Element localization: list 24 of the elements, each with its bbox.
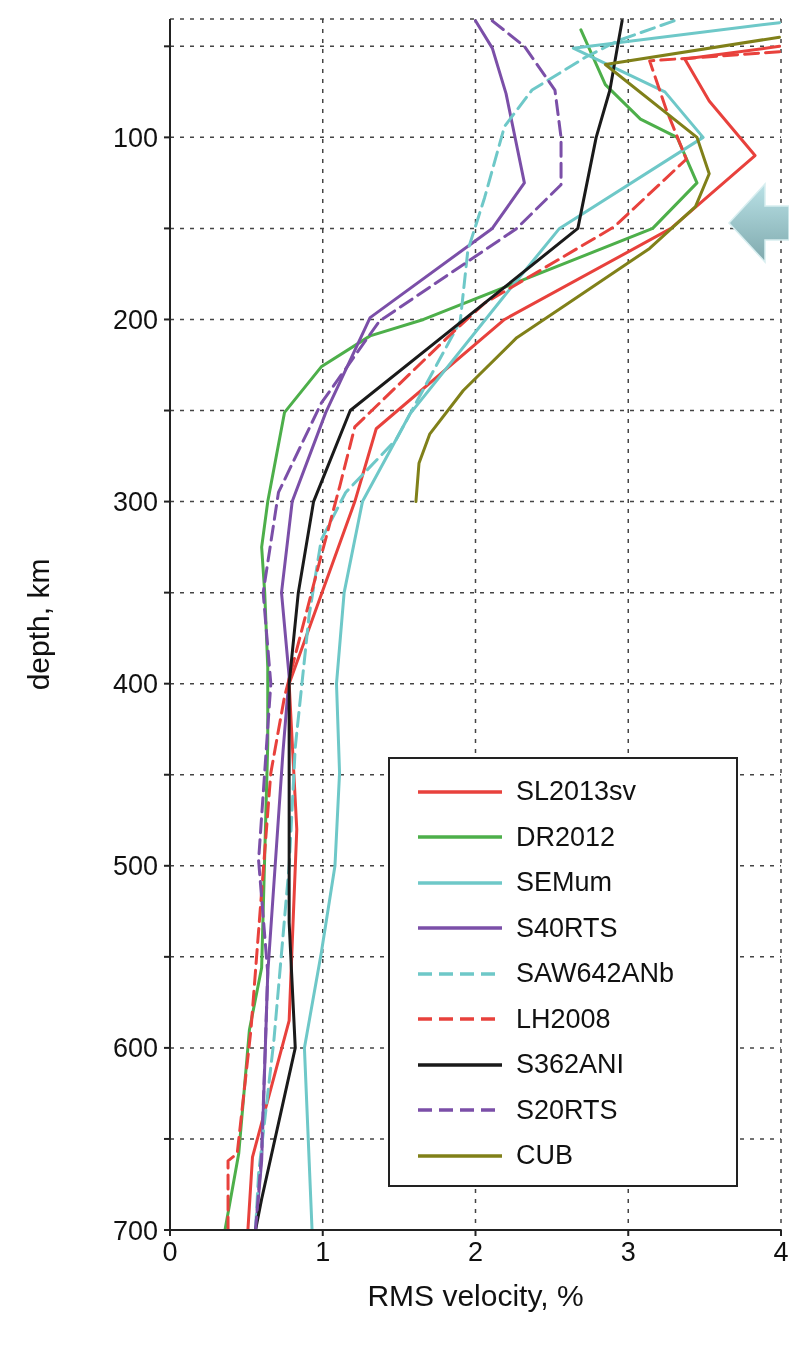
y-tick-label: 100 [112, 122, 158, 153]
legend-label: CUB [516, 1140, 574, 1172]
y-tick-label: 600 [112, 1033, 158, 1064]
line-series [414, 35, 781, 504]
x-tick-label: 1 [315, 1237, 331, 1268]
y-tick-label: 700 [112, 1215, 158, 1246]
legend-label: LH2008 [516, 1003, 611, 1035]
y-tick-label: 200 [112, 305, 158, 336]
legend-label: SEMum [516, 867, 613, 899]
x-tick-label: 0 [162, 1237, 178, 1268]
y-tick-label: 500 [112, 851, 158, 882]
x-axis-title: RMS velocity, % [367, 1279, 584, 1312]
y-tick-label: 400 [112, 669, 158, 700]
legend-label: S20RTS [516, 1094, 618, 1126]
x-tick-label: 4 [773, 1237, 789, 1268]
y-axis-title: depth, km [21, 558, 55, 691]
x-tick-label: 3 [620, 1237, 636, 1268]
legend-label: S362ANI [516, 1049, 625, 1081]
legend-label: S40RTS [516, 912, 618, 944]
legend-label: SL2013sv [516, 776, 637, 808]
y-tick-label: 300 [112, 487, 158, 518]
x-tick-label: 2 [467, 1237, 484, 1268]
legend-label: DR2012 [516, 821, 616, 853]
legend-label: SAW642ANb [516, 958, 675, 990]
